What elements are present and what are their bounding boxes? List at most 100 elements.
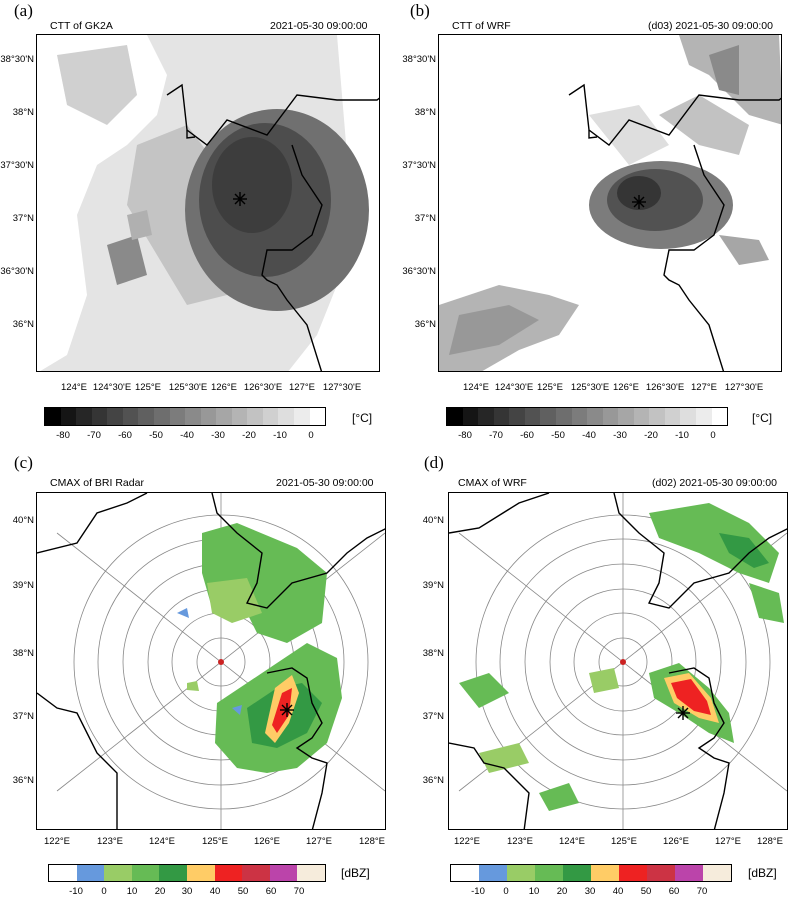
colorbar-segment [278,408,294,425]
colorbar-segment [447,408,463,425]
panel-b-colorbar [446,407,728,426]
panel-b-ytick: 37°30'N [402,160,436,171]
colorbar-segment [169,408,186,425]
panel-c-colorbar-label: 50 [237,886,249,897]
panel-b-colorbar-label: -70 [489,430,503,441]
panel-c-map [36,492,386,830]
panel-d-ytick: 36°N [422,775,444,786]
panel-c-colorbar-label: 10 [126,886,138,897]
colorbar-segment [76,865,105,881]
panel-d-ytick: 37°N [422,711,444,722]
panel-c-colorbar [48,864,326,882]
panel-a-xtick: 124°E [61,382,87,393]
panel-d-colorbar-label: 60 [668,886,680,897]
panel-c-title: CMAX of BRI Radar [50,477,144,489]
panel-d-colorbar-label: -10 [471,886,485,897]
panel-c-reflectivity-field [37,493,385,829]
panel-c-ytick: 39°N [12,580,34,591]
panel-c-unit: [dBZ] [341,866,370,880]
panel-d-ytick: 39°N [422,580,444,591]
colorbar-segment [509,408,525,425]
panel-a-xtick: 126°E [211,382,237,393]
panel-c-ytick: 36°N [12,775,34,786]
panel-a-ytick: 36°N [12,319,34,330]
radar-site-dot [620,659,626,665]
panel-d-datetime: (d02) 2021-05-30 09:00:00 [652,477,777,489]
panel-c-xtick: 122°E [44,836,70,847]
panel-b-colorbar-label: -80 [458,430,472,441]
panel-b-colorbar-label: -20 [644,430,658,441]
panel-c-markers [218,659,294,717]
panel-a-xtick: 124°30'E [92,382,132,393]
colorbar-segment [45,408,61,425]
panel-b-ytick: 36°30'N [402,266,436,277]
colorbar-segment [493,408,510,425]
panel-c-colorbar-label: 40 [209,886,221,897]
colorbar-segment [555,408,572,425]
colorbar-segment [711,408,728,425]
panel-a-colorbar-label: -60 [118,430,132,441]
panel-d-unit: [dBZ] [748,866,777,880]
panel-c-xtick: 127°E [306,836,332,847]
colorbar-segment [104,865,132,881]
colorbar-segment [647,865,675,881]
panel-c-ytick: 38°N [12,648,34,659]
panel-b-xtick: 127°E [691,382,717,393]
colorbar-segment [216,408,232,425]
colorbar-segment [185,408,201,425]
panel-c-xtick: 128°E [359,836,385,847]
panel-c-colorbar-label: -10 [69,886,83,897]
colorbar-segment [231,408,248,425]
panel-d-xtick: 126°E [663,836,689,847]
panel-d-colorbar [450,864,732,882]
panel-d-ytick: 40°N [422,515,444,526]
panel-b-ctt-field [439,35,781,371]
panel-b-ytick: 36°N [414,319,436,330]
colorbar-segment [60,408,77,425]
panel-a-colorbar-label: -50 [149,430,163,441]
panel-a-title: CTT of GK2A [50,20,113,32]
panel-d-markers [620,659,690,720]
panel-b-xtick: 125°30'E [570,382,610,393]
panel-b-title: CTT of WRF [452,20,511,32]
panel-c-xtick: 124°E [149,836,175,847]
panel-c-xtick: 123°E [97,836,123,847]
panel-b-ytick: 37°N [414,213,436,224]
colorbar-segment [633,408,650,425]
colorbar-segment [107,408,123,425]
panel-a-xtick: 125°E [135,382,161,393]
panel-a-ytick: 38°30'N [0,54,34,65]
panel-d-colorbar-label: 70 [696,886,708,897]
colorbar-segment [242,865,270,881]
panel-d-xtick: 123°E [507,836,533,847]
panel-d-xtick: 125°E [611,836,637,847]
colorbar-segment [76,408,92,425]
panel-c-colorbar-label: 60 [265,886,277,897]
panel-b-unit: [°C] [752,411,773,425]
panel-c-xtick: 126°E [254,836,280,847]
colorbar-segment [535,865,563,881]
colorbar-segment [507,865,535,881]
panel-d-star-marker [676,706,690,720]
panel-b-xtick: 126°30'E [645,382,685,393]
panel-c-xtick: 125°E [202,836,228,847]
colorbar-segment [186,865,215,881]
panel-d-xtick: 127°E [715,836,741,847]
panel-a-ytick: 38°N [12,107,34,118]
colorbar-segment [587,408,603,425]
panel-a-star-marker [233,192,247,206]
panel-b-colorbar-label: -40 [582,430,596,441]
colorbar-segment [478,408,494,425]
colorbar-segment [131,865,160,881]
panel-a-label: (a) [14,1,33,20]
colorbar-segment [618,408,634,425]
panel-b-colorbar-label: -30 [613,430,627,441]
radar-site-dot [218,659,224,665]
panel-a-xtick: 127°30'E [322,382,362,393]
panel-b-ytick: 38°N [414,107,436,118]
panel-a-colorbar-label: -30 [211,430,225,441]
panel-d-xtick: 124°E [559,836,585,847]
panel-b-map [438,34,782,372]
panel-d-label: (d) [424,453,444,472]
panel-a-ytick: 36°30'N [0,266,34,277]
